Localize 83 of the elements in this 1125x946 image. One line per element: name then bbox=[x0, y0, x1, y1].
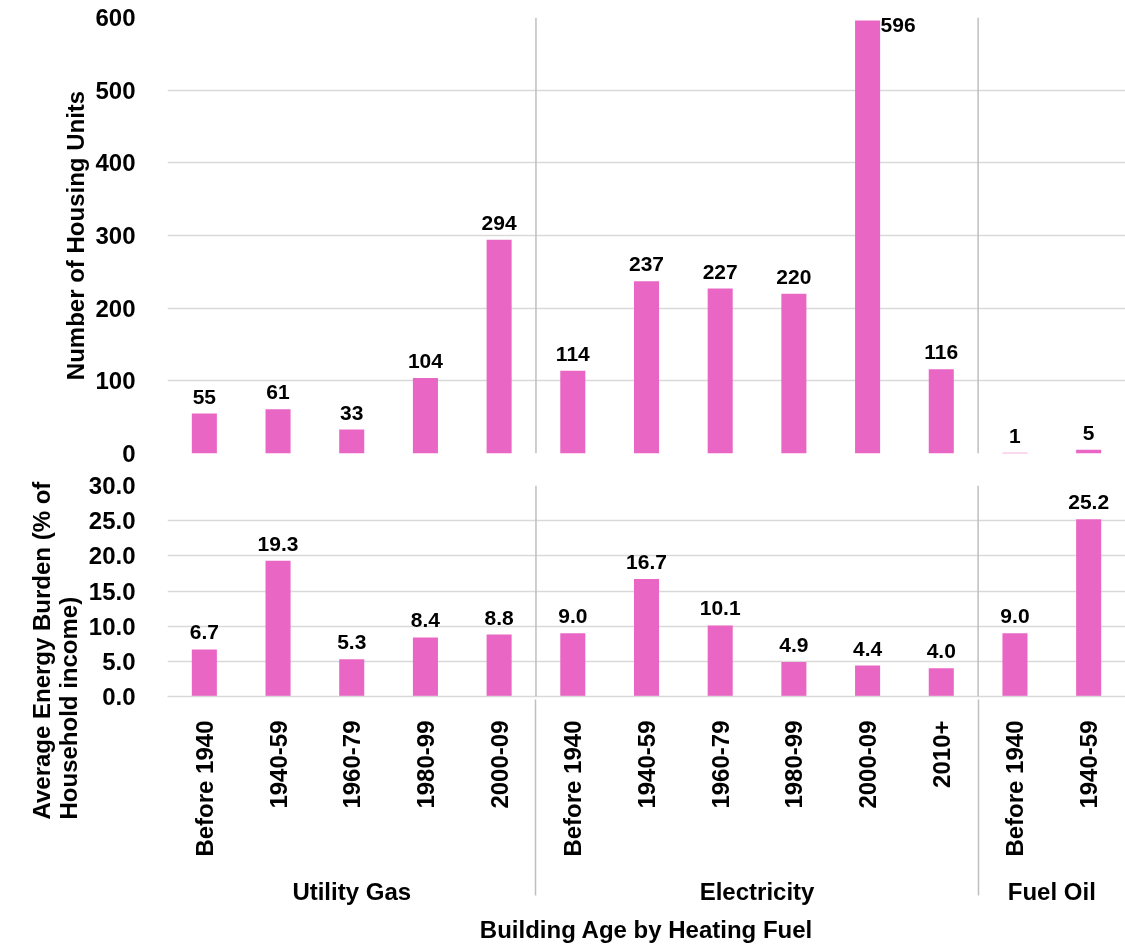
x-tick-label: 1980-99 bbox=[780, 720, 808, 809]
data-label: 104 bbox=[407, 348, 444, 372]
data-label: 33 bbox=[340, 400, 364, 424]
y-tick-label: 200 bbox=[95, 294, 136, 322]
data-label: 5 bbox=[1082, 420, 1095, 444]
y-tick-label: 400 bbox=[95, 149, 136, 177]
bar bbox=[781, 293, 807, 454]
data-label: 6.7 bbox=[189, 620, 219, 644]
data-label: 4.0 bbox=[926, 639, 956, 663]
data-label: 9.0 bbox=[1000, 604, 1030, 628]
bar bbox=[486, 634, 512, 697]
data-label: 10.1 bbox=[699, 596, 741, 620]
x-tick-label: 2000-09 bbox=[485, 720, 513, 809]
data-label: 55 bbox=[192, 384, 217, 408]
text: Electricity bbox=[699, 877, 816, 905]
data-label: 596 bbox=[880, 13, 916, 37]
bar bbox=[486, 239, 512, 454]
bar bbox=[633, 579, 660, 697]
x-axis-title: Building Age by Heating Fuel bbox=[479, 915, 813, 943]
bar bbox=[412, 637, 438, 697]
x-tick-label: 1960-79 bbox=[338, 720, 366, 809]
y-tick-label: 10.0 bbox=[88, 612, 136, 640]
data-label: 9.0 bbox=[558, 604, 588, 628]
x-tick-label: 1960-79 bbox=[706, 720, 734, 809]
bar bbox=[781, 662, 807, 697]
y-tick-label: 300 bbox=[95, 222, 136, 249]
bar bbox=[191, 649, 217, 697]
y-axis-title: Average Energy Burden (% of Household income) bbox=[27, 480, 82, 820]
data-label: 220 bbox=[776, 264, 812, 288]
bar bbox=[928, 369, 954, 454]
bar bbox=[191, 413, 217, 454]
y-tick-label: 25.0 bbox=[88, 507, 136, 535]
bar bbox=[855, 665, 881, 697]
bar bbox=[855, 20, 881, 454]
x-tick-label: Before 1940 bbox=[559, 720, 587, 857]
data-label: 19.3 bbox=[257, 531, 299, 555]
bar bbox=[1002, 633, 1028, 697]
data-label: 25.2 bbox=[1068, 490, 1110, 514]
data-label: 5.3 bbox=[337, 630, 367, 654]
bar bbox=[707, 625, 733, 697]
x-tick-label: Before 1940 bbox=[1001, 720, 1029, 857]
x-tick-label: 2010+ bbox=[927, 720, 955, 788]
y-tick-label: 0 bbox=[122, 440, 136, 467]
data-label: 4.9 bbox=[779, 633, 809, 657]
x-tick-label: 2000-09 bbox=[854, 720, 882, 809]
bar bbox=[412, 377, 438, 454]
text: Utility Gas bbox=[292, 877, 412, 905]
data-label: 8.8 bbox=[484, 605, 515, 629]
y-tick-label: 600 bbox=[95, 4, 136, 31]
x-tick-label: 1940-59 bbox=[633, 720, 660, 809]
bar bbox=[928, 668, 954, 697]
bar bbox=[560, 370, 586, 454]
data-label: 294 bbox=[481, 210, 517, 234]
x-tick-label: 1940-59 bbox=[264, 720, 292, 809]
bar bbox=[560, 633, 586, 697]
bar bbox=[339, 659, 365, 697]
y-tick-label: 0.0 bbox=[102, 683, 136, 710]
data-label: 4.4 bbox=[852, 636, 883, 660]
data-label: 114 bbox=[555, 341, 591, 365]
bar bbox=[1076, 519, 1102, 697]
y-tick-label: 30.0 bbox=[88, 472, 136, 499]
data-label: 16.7 bbox=[626, 550, 667, 574]
data-label: 1 bbox=[1009, 423, 1022, 447]
y-tick-label: 500 bbox=[95, 76, 136, 104]
x-tick-label: 1940-59 bbox=[1075, 720, 1103, 809]
bar bbox=[265, 560, 291, 697]
bar bbox=[339, 429, 365, 454]
data-label: 116 bbox=[924, 340, 959, 364]
x-tick-label: 1980-99 bbox=[411, 720, 439, 809]
bar bbox=[707, 288, 733, 454]
text: Fuel Oil bbox=[1007, 877, 1096, 905]
y-tick-label: 5.0 bbox=[102, 647, 136, 675]
y-tick-label: 20.0 bbox=[88, 542, 136, 570]
y-axis-title: Number of Housing Units bbox=[61, 90, 89, 381]
y-tick-label: 15.0 bbox=[88, 577, 136, 605]
x-tick-label: Before 1940 bbox=[190, 720, 218, 857]
bar bbox=[265, 409, 291, 454]
data-label: 227 bbox=[702, 259, 738, 283]
bar bbox=[633, 281, 660, 454]
data-label: 61 bbox=[266, 380, 291, 404]
data-label: 237 bbox=[628, 252, 665, 276]
data-label: 8.4 bbox=[410, 608, 441, 632]
y-tick-label: 100 bbox=[95, 367, 136, 395]
